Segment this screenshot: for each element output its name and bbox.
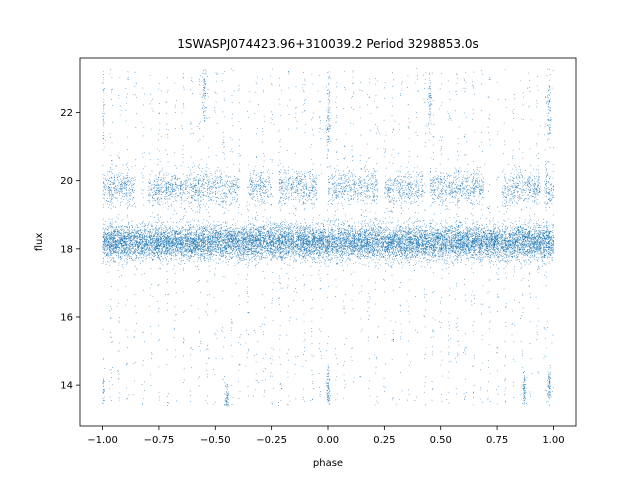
y-tick-label: 16: [60, 312, 73, 323]
scatter-point-cloud: [102, 68, 555, 407]
x-tick-label: −0.75: [144, 435, 175, 446]
y-tick-label: 18: [60, 244, 73, 255]
y-tick-label: 14: [60, 381, 73, 392]
x-tick-label: −0.25: [256, 435, 287, 446]
x-tick-label: 0.75: [486, 435, 508, 446]
x-tick-label: 0.25: [373, 435, 395, 446]
x-tick-label: 0.00: [317, 435, 339, 446]
x-tick-label: −1.00: [87, 435, 118, 446]
y-tick-label: 22: [60, 108, 73, 119]
x-tick-label: 0.50: [430, 435, 452, 446]
x-axis-label: phase: [313, 458, 343, 469]
x-tick-label: 1.00: [542, 435, 564, 446]
x-axis-ticks: −1.00 −0.75 −0.50 −0.25 0.00 0.25 0.50 0.75 1.00: [87, 426, 565, 446]
y-axis-ticks: 14 16 18 20 22: [60, 108, 80, 392]
y-tick-label: 20: [60, 176, 73, 187]
y-axis-label: flux: [34, 233, 45, 252]
chart-title: 1SWASPJ074423.96+310039.2 Period 3298853…: [177, 37, 478, 51]
scatter-points: [102, 68, 555, 407]
x-tick-label: −0.50: [200, 435, 231, 446]
